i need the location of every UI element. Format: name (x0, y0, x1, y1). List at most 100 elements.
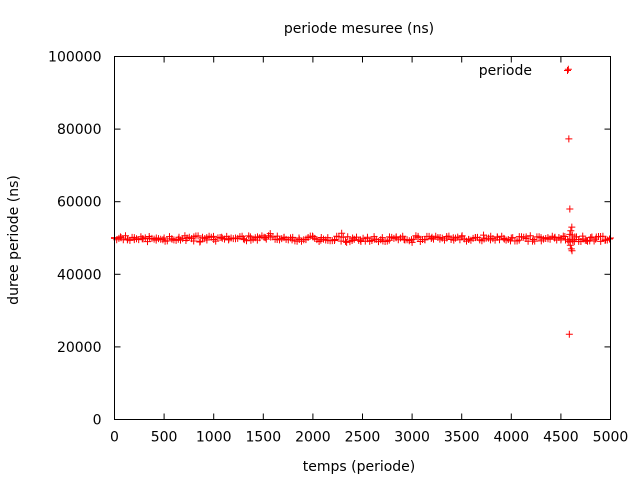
data-point (408, 238, 416, 246)
data-point (203, 234, 211, 242)
data-point (566, 241, 574, 249)
data-point (152, 236, 160, 244)
data-point (378, 234, 386, 242)
data-point (261, 234, 269, 242)
data-point (145, 233, 153, 241)
data-point (385, 236, 393, 244)
data-point (280, 233, 288, 241)
data-point (450, 236, 458, 244)
data-point (561, 233, 569, 241)
x-tick-label: 3000 (394, 430, 430, 446)
data-point (428, 233, 436, 241)
data-point (568, 223, 576, 231)
data-point (493, 233, 501, 241)
plot-frame (114, 56, 611, 420)
x-tick-label: 5000 (593, 430, 629, 446)
data-point (567, 227, 575, 235)
data-point (210, 235, 218, 243)
data-point (295, 234, 303, 242)
data-point (225, 236, 233, 244)
data-point (370, 235, 378, 243)
data-point (480, 231, 488, 239)
data-point (592, 235, 600, 243)
data-point (338, 229, 346, 237)
data-point (130, 234, 138, 242)
data-point (465, 235, 473, 243)
data-point (182, 237, 190, 245)
data-point (273, 235, 281, 243)
data-point (414, 234, 422, 242)
data-point (522, 233, 530, 241)
data-point (196, 238, 204, 246)
data-point (564, 65, 572, 73)
data-point (515, 236, 523, 244)
data-point (253, 236, 261, 244)
x-tick-label: 0 (110, 430, 119, 446)
data-point (507, 234, 515, 242)
data-point (392, 233, 400, 241)
data-point (246, 233, 254, 241)
data-point (331, 235, 339, 243)
data-point (587, 234, 595, 242)
data-point (175, 233, 183, 241)
data-point (239, 235, 247, 243)
data-point (443, 234, 451, 242)
data-point (309, 233, 317, 241)
data-point (565, 238, 573, 246)
x-tick-label: 1000 (196, 430, 232, 446)
y-tick-label: 80000 (57, 122, 102, 138)
data-point (400, 235, 408, 243)
x-tick-label: 2000 (295, 430, 331, 446)
data-point (551, 233, 559, 241)
data-point (566, 205, 574, 213)
data-point (324, 234, 332, 242)
data-point (557, 236, 565, 244)
data-point (529, 235, 537, 243)
data-point (569, 237, 577, 245)
data-point (458, 233, 466, 241)
legend: periode (479, 63, 571, 79)
data-point (190, 233, 198, 241)
data-points (111, 65, 614, 338)
x-tick-label: 4500 (543, 430, 579, 446)
x-tick-label: 3500 (444, 430, 480, 446)
data-point (317, 236, 325, 244)
data-point (567, 245, 575, 253)
data-point (579, 232, 587, 240)
data-point (544, 235, 552, 243)
y-axis-label: duree periode (ns) (6, 175, 22, 305)
data-point (232, 234, 240, 242)
x-tick-label: 2500 (345, 430, 381, 446)
y-tick-label: 40000 (57, 267, 102, 283)
data-point (168, 235, 176, 243)
data-point (472, 234, 480, 242)
data-point (266, 230, 274, 238)
data-point (288, 236, 296, 244)
y-tick-label: 0 (93, 413, 102, 429)
data-point (583, 237, 591, 245)
data-point (575, 235, 583, 243)
data-point (116, 233, 124, 241)
data-point (565, 330, 573, 338)
x-axis-label: temps (periode) (303, 459, 416, 475)
data-point (571, 233, 579, 241)
data-point (363, 233, 371, 241)
legend-marker (564, 67, 571, 74)
data-point (138, 235, 146, 243)
data-point (302, 235, 310, 243)
data-point (436, 235, 444, 243)
data-point (568, 247, 576, 255)
x-axis-ticks: 0 500 1000 1500 2000 2500 3000 3500 4000 4500 5000 (110, 56, 629, 446)
y-axis-ticks: 0 20000 40000 60000 80000 100000 (48, 50, 611, 429)
x-tick-label: 4000 (493, 430, 529, 446)
data-point (565, 135, 573, 143)
y-tick-label: 60000 (57, 195, 102, 211)
data-point (160, 234, 168, 242)
chart-title: periode mesuree (ns) (284, 21, 434, 37)
legend-label: periode (479, 63, 532, 79)
data-point (357, 236, 365, 244)
data-point (343, 238, 351, 246)
x-tick-label: 1500 (245, 430, 281, 446)
y-tick-label: 100000 (48, 50, 101, 66)
